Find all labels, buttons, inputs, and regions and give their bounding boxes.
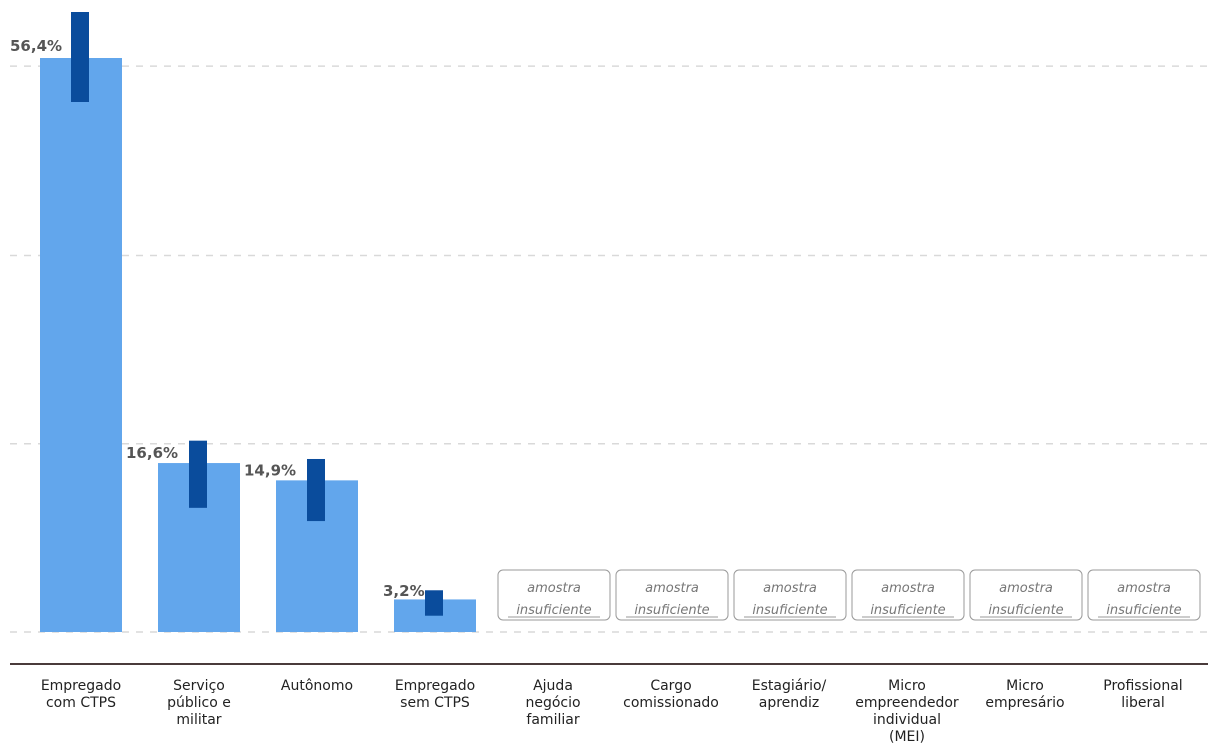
- insufficient-label-line2-6: insuficiente: [752, 603, 827, 618]
- insufficient-label-line1-6: amostra: [763, 581, 817, 596]
- value-label-0: 56,4%: [10, 37, 62, 55]
- insufficient-box-6: [733, 569, 847, 621]
- x-tick-label-2-0: Autônomo: [281, 678, 353, 694]
- x-tick-label-8-0: Micro: [1006, 678, 1044, 694]
- x-tick-label-5-1: comissionado: [623, 695, 719, 711]
- ci-bar-3: [425, 590, 443, 616]
- insufficient-label-line2-9: insuficiente: [1106, 603, 1181, 618]
- insufficient-label-line1-8: amostra: [999, 581, 1053, 596]
- value-label-3: 3,2%: [383, 582, 425, 600]
- x-tick-label-8-1: empresário: [985, 695, 1064, 711]
- insufficient-box-7: [851, 569, 965, 621]
- x-tick-label-9-0: Profissional: [1103, 678, 1182, 694]
- insufficient-box-8: [969, 569, 1083, 621]
- insufficient-label-line2-8: insuficiente: [988, 603, 1063, 618]
- x-tick-label-1-1: público e: [167, 695, 231, 711]
- x-tick-label-4-0: Ajuda: [533, 678, 573, 694]
- value-label-1: 16,6%: [126, 444, 178, 462]
- insufficient-label-line1-9: amostra: [1117, 581, 1171, 596]
- insufficient-label-line2-5: insuficiente: [634, 603, 709, 618]
- insufficient-label-line1-5: amostra: [645, 581, 699, 596]
- x-tick-label-0-0: Empregado: [41, 678, 121, 694]
- x-tick-label-4-1: negócio: [525, 695, 580, 711]
- ci-bar-1: [189, 440, 207, 508]
- insufficient-label-line1-4: amostra: [527, 581, 581, 596]
- insufficient-label-line2-4: insuficiente: [516, 603, 591, 618]
- x-tick-label-3-1: sem CTPS: [400, 695, 470, 711]
- insufficient-box-5: [615, 569, 729, 621]
- insufficient-label-line2-7: insuficiente: [870, 603, 945, 618]
- bar-0: [40, 58, 122, 632]
- x-tick-label-5-0: Cargo: [650, 678, 691, 694]
- x-tick-label-7-2: individual: [873, 712, 941, 728]
- insufficient-box-9: [1087, 569, 1201, 621]
- insufficient-box-4: [497, 569, 611, 621]
- insufficient-label-line1-7: amostra: [881, 581, 935, 596]
- x-tick-label-7-1: empreendedor: [855, 695, 959, 711]
- x-tick-label-6-0: Estagiário/: [752, 678, 827, 694]
- x-tick-label-1-0: Serviço: [173, 678, 225, 694]
- value-label-2: 14,9%: [244, 461, 296, 479]
- x-tick-label-6-1: aprendiz: [759, 695, 820, 711]
- x-tick-label-4-2: familiar: [526, 712, 579, 728]
- x-tick-label-1-2: militar: [176, 712, 221, 728]
- x-tick-label-3-0: Empregado: [395, 678, 475, 694]
- x-tick-label-7-3: (MEI): [889, 729, 925, 745]
- ci-bar-2: [307, 458, 325, 522]
- ci-bar-0: [71, 12, 89, 102]
- x-tick-label-7-0: Micro: [888, 678, 926, 694]
- x-tick-label-9-1: liberal: [1121, 695, 1165, 711]
- x-tick-label-0-1: com CTPS: [46, 695, 116, 711]
